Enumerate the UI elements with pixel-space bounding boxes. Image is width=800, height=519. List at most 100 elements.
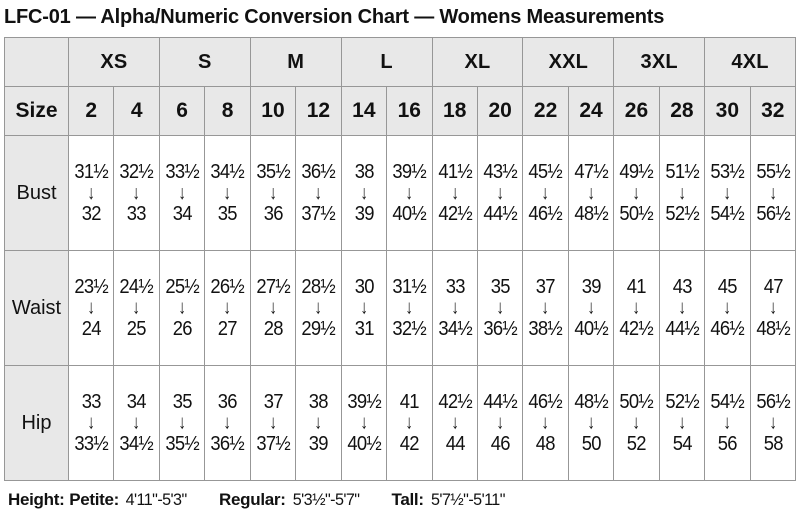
arrow-down-icon: ↓ bbox=[269, 181, 277, 204]
range-from-value: 24½ bbox=[119, 276, 154, 298]
range-values: 24½ ↓ 25 bbox=[116, 276, 157, 340]
range-to-value: 42 bbox=[399, 433, 420, 455]
arrow-down-icon: ↓ bbox=[132, 181, 141, 204]
bust-range-size-22: 45½ ↓ 46½ bbox=[522, 135, 569, 251]
range-to-value: 31 bbox=[354, 318, 374, 340]
height-entry-tall: Tall: 5'7½"-5'11" bbox=[392, 490, 507, 509]
arrow-down-icon: ↓ bbox=[450, 296, 459, 319]
range-from-value: 35½ bbox=[256, 161, 290, 183]
range-from-value: 37 bbox=[536, 276, 556, 298]
hip-range-size-30: 54½ ↓ 56 bbox=[704, 365, 751, 481]
range-to-value: 25 bbox=[127, 318, 147, 340]
waist-range-size-12: 28½ ↓ 29½ bbox=[295, 250, 342, 366]
range-to-value: 37½ bbox=[256, 433, 290, 455]
size-header-32: 32 bbox=[749, 86, 797, 136]
range-to-value: 54 bbox=[672, 433, 692, 455]
arrow-down-icon: ↓ bbox=[768, 411, 777, 434]
group-header-xxl: XXL bbox=[522, 37, 615, 87]
range-from-value: 53½ bbox=[710, 161, 745, 183]
range-from-value: 35 bbox=[172, 391, 193, 413]
range-values: 33 ↓ 33½ bbox=[71, 391, 112, 455]
tall-value: 5'7½"-5'11" bbox=[430, 490, 505, 509]
arrow-down-icon: ↓ bbox=[178, 296, 187, 319]
hip-range-size-12: 38 ↓ 39 bbox=[295, 365, 342, 481]
range-from-value: 27½ bbox=[256, 276, 290, 298]
range-to-value: 44 bbox=[445, 433, 465, 455]
arrow-down-icon: ↓ bbox=[178, 411, 187, 434]
range-from-value: 36½ bbox=[301, 161, 336, 183]
range-to-value: 52 bbox=[626, 433, 647, 455]
range-from-value: 39½ bbox=[347, 391, 381, 413]
range-values: 26½ ↓ 27 bbox=[207, 276, 248, 340]
bust-range-size-14: 38 ↓ 39 bbox=[340, 135, 388, 251]
waist-range-size-30: 45 ↓ 46½ bbox=[704, 250, 751, 366]
bust-range-size-16: 39½ ↓ 40½ bbox=[386, 135, 433, 251]
range-values: 36½ ↓ 37½ bbox=[298, 161, 339, 225]
range-to-value: 34½ bbox=[437, 318, 472, 340]
range-from-value: 47 bbox=[763, 276, 783, 298]
page-title: LFC-01 — Alpha/Numeric Conversion Chart … bbox=[4, 6, 665, 28]
arrow-down-icon: ↓ bbox=[405, 296, 414, 319]
regular-label: Regular: bbox=[219, 490, 286, 509]
range-to-value: 35½ bbox=[165, 433, 199, 455]
waist-range-size-32: 47 ↓ 48½ bbox=[749, 250, 797, 366]
hip-range-size-6: 35 ↓ 35½ bbox=[158, 365, 206, 481]
arrow-down-icon: ↓ bbox=[677, 181, 686, 204]
range-values: 41½ ↓ 42½ bbox=[434, 161, 475, 225]
range-to-value: 48½ bbox=[755, 318, 790, 340]
bust-range-size-20: 43½ ↓ 44½ bbox=[476, 135, 524, 251]
size-header-14: 14 bbox=[340, 86, 388, 136]
size-header-8: 8 bbox=[204, 86, 251, 136]
range-from-value: 52½ bbox=[665, 391, 699, 413]
bust-range-size-24: 47½ ↓ 48½ bbox=[567, 135, 615, 251]
range-values: 48½ ↓ 50 bbox=[571, 391, 612, 455]
height-label: Height: bbox=[8, 490, 65, 509]
range-to-value: 26 bbox=[172, 318, 193, 340]
range-to-value: 34½ bbox=[119, 433, 154, 455]
size-header-24: 24 bbox=[567, 86, 615, 136]
range-values: 43½ ↓ 44½ bbox=[480, 161, 521, 225]
range-values: 54½ ↓ 56 bbox=[707, 391, 748, 455]
arrow-down-icon: ↓ bbox=[587, 411, 595, 434]
range-values: 35 ↓ 36½ bbox=[480, 276, 521, 340]
range-to-value: 39 bbox=[354, 203, 374, 225]
range-values: 50½ ↓ 52 bbox=[616, 391, 657, 455]
range-values: 32½ ↓ 33 bbox=[116, 161, 157, 225]
height-entry-petite: Petite: 4'11"-5'3" bbox=[69, 490, 188, 509]
range-from-value: 56½ bbox=[755, 391, 790, 413]
waist-range-size-22: 37 ↓ 38½ bbox=[522, 250, 569, 366]
range-to-value: 58 bbox=[763, 433, 783, 455]
hip-range-size-16: 41 ↓ 42 bbox=[386, 365, 433, 481]
range-values: 44½ ↓ 46 bbox=[480, 391, 521, 455]
range-from-value: 51½ bbox=[665, 161, 699, 183]
bust-range-size-26: 49½ ↓ 50½ bbox=[613, 135, 660, 251]
range-from-value: 37 bbox=[263, 391, 283, 413]
range-to-value: 27 bbox=[218, 318, 238, 340]
hip-range-size-4: 34 ↓ 34½ bbox=[113, 365, 160, 481]
range-to-value: 46½ bbox=[528, 203, 563, 225]
range-values: 39½ ↓ 40½ bbox=[389, 161, 430, 225]
arrow-down-icon: ↓ bbox=[314, 296, 323, 319]
range-to-value: 50½ bbox=[619, 203, 654, 225]
conversion-table: XS S M L XL XXL 3XL 4XL Size 2 4 6 8 10 12 14 16 18 20 22 24… bbox=[4, 37, 797, 481]
hip-range-size-32: 56½ ↓ 58 bbox=[749, 365, 797, 481]
range-to-value: 39 bbox=[308, 433, 329, 455]
group-header-xl: XL bbox=[431, 37, 524, 87]
range-to-value: 56 bbox=[717, 433, 738, 455]
range-to-value: 32 bbox=[81, 203, 102, 225]
range-values: 45 ↓ 46½ bbox=[707, 276, 748, 340]
range-from-value: 44½ bbox=[483, 391, 517, 413]
arrow-down-icon: ↓ bbox=[405, 411, 414, 434]
range-from-value: 28½ bbox=[301, 276, 336, 298]
range-to-value: 36 bbox=[263, 203, 283, 225]
range-to-value: 36½ bbox=[210, 433, 245, 455]
range-to-value: 32½ bbox=[392, 318, 427, 340]
range-from-value: 55½ bbox=[755, 161, 790, 183]
range-from-value: 45½ bbox=[528, 161, 563, 183]
range-values: 34½ ↓ 35 bbox=[207, 161, 248, 225]
range-from-value: 54½ bbox=[710, 391, 745, 413]
range-from-value: 31½ bbox=[74, 161, 109, 183]
range-from-value: 38 bbox=[354, 161, 374, 183]
range-from-value: 34 bbox=[127, 391, 147, 413]
